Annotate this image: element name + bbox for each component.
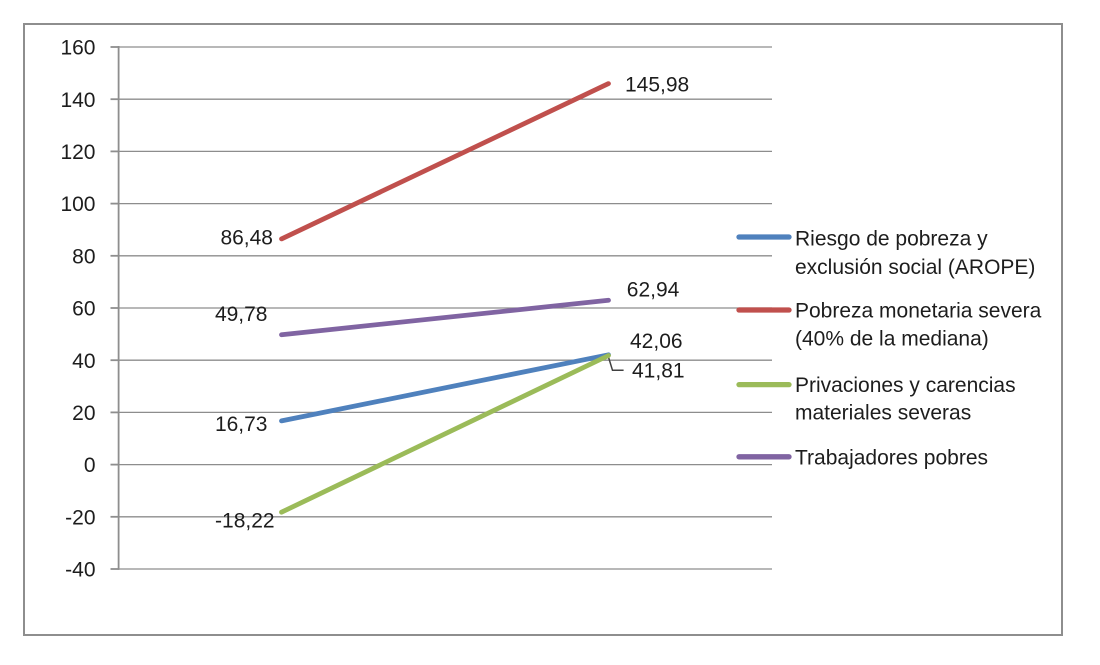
svg-text:-20: -20 [65, 506, 95, 529]
svg-text:0: 0 [84, 454, 96, 477]
svg-text:exclusión social (AROPE): exclusión social (AROPE) [795, 256, 1035, 279]
svg-text:160: 160 [60, 37, 95, 60]
svg-text:Trabajadores pobres: Trabajadores pobres [795, 446, 988, 469]
svg-text:-18,22: -18,22 [215, 509, 275, 532]
svg-text:41,81: 41,81 [632, 360, 685, 383]
svg-text:Privaciones y carencias: Privaciones y carencias [795, 374, 1016, 397]
svg-text:20: 20 [72, 402, 95, 425]
svg-text:86,48: 86,48 [220, 227, 273, 250]
svg-text:140: 140 [60, 89, 95, 112]
svg-text:(40% de la mediana): (40% de la mediana) [795, 328, 989, 351]
svg-text:80: 80 [72, 245, 95, 268]
svg-text:Riesgo de pobreza y: Riesgo de pobreza y [795, 228, 988, 251]
svg-text:49,78: 49,78 [215, 303, 268, 326]
svg-text:Pobreza monetaria severa: Pobreza monetaria severa [795, 300, 1042, 323]
svg-text:materiales severas: materiales severas [795, 402, 971, 425]
svg-text:62,94: 62,94 [627, 279, 680, 302]
svg-text:120: 120 [60, 141, 95, 164]
svg-text:40: 40 [72, 350, 95, 373]
svg-text:16,73: 16,73 [215, 413, 268, 436]
svg-text:60: 60 [72, 298, 95, 321]
svg-text:-40: -40 [65, 559, 95, 582]
svg-text:100: 100 [60, 193, 95, 216]
svg-text:145,98: 145,98 [625, 74, 689, 97]
svg-text:42,06: 42,06 [630, 330, 683, 353]
